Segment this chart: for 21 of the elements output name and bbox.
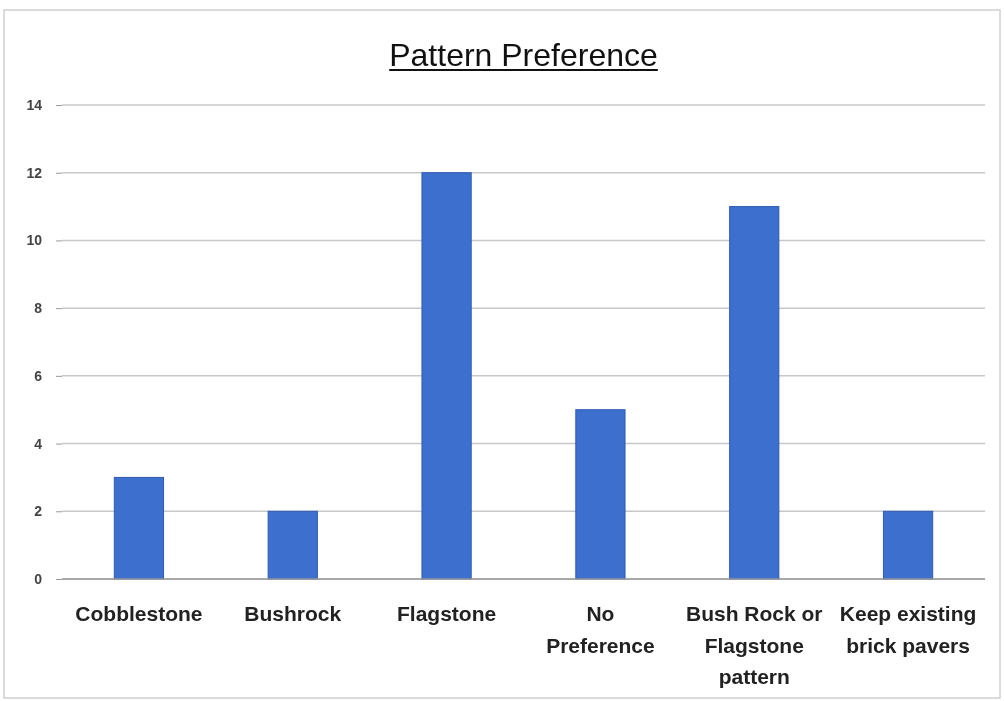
chart-title: Pattern Preference [389,37,658,73]
y-tick-label: 8 [34,300,43,317]
y-tick-label: 0 [34,570,43,587]
y-tick-label: 10 [26,232,43,249]
bar [882,510,934,580]
x-tick-label: Bushrock [244,602,342,625]
y-tick-label: 14 [26,96,43,113]
bar [421,172,472,580]
y-tick-label: 12 [26,164,43,181]
x-tick-label: Cobblestone [75,602,203,625]
x-tick-label: Flagstone [396,602,497,625]
bar [113,476,165,580]
bar [267,510,318,580]
x-tick-label: No Preference [546,602,655,657]
bar [575,409,626,580]
y-tick-label: 2 [34,503,43,520]
x-tick-label: Keep existing brick pavers [839,602,977,657]
bar [729,206,780,580]
y-tick-label: 6 [34,367,43,384]
y-tick-label: 4 [34,435,43,452]
x-tick-label: Bush Rock or Flagstone pattern [685,602,823,688]
